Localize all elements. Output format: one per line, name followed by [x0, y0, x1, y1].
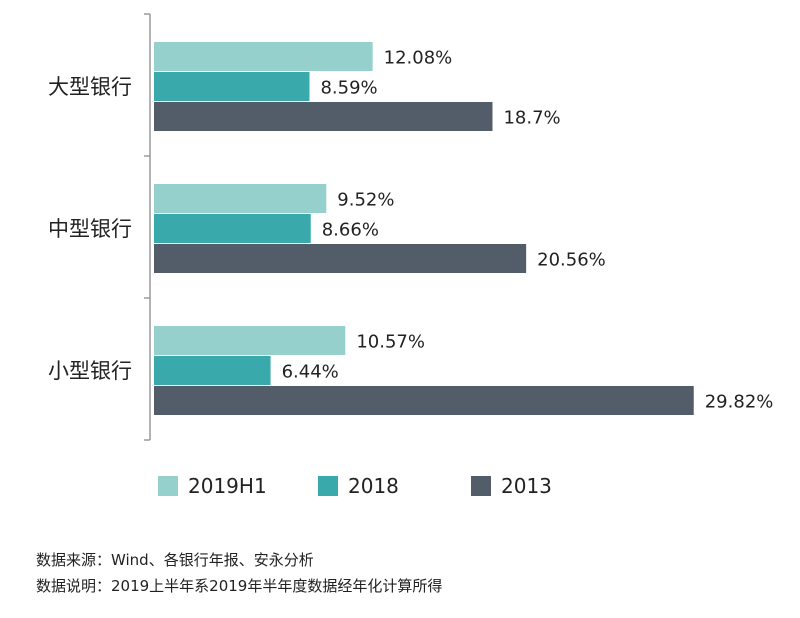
data-label: 18.7%	[503, 108, 560, 129]
bar	[154, 184, 327, 213]
bar	[154, 356, 271, 385]
category-axis	[144, 13, 151, 441]
legend-label: 2019H1	[188, 474, 267, 498]
bar	[154, 102, 493, 131]
data-label: 29.82%	[705, 392, 774, 413]
data-label: 12.08%	[384, 48, 453, 69]
data-label: 20.56%	[537, 250, 606, 271]
bar	[154, 72, 310, 101]
data-explanation-note: 数据说明：2019上半年系2019年半年度数据经年化计算所得	[36, 577, 443, 595]
data-label: 10.57%	[356, 332, 425, 353]
legend-swatch	[471, 476, 491, 496]
legend: 2019H1 2018 2013	[158, 474, 552, 498]
data-label: 8.59%	[320, 78, 377, 99]
bar	[154, 244, 527, 273]
data-label: 8.66%	[322, 220, 379, 241]
value-labels: 12.08% 8.59% 18.7% 9.52% 8.66% 20.56% 10.57% 6.…	[282, 48, 774, 413]
legend-swatch	[158, 476, 178, 496]
legend-label: 2018	[348, 474, 399, 498]
category-label: 小型银行	[48, 359, 132, 383]
category-label: 大型银行	[48, 75, 132, 99]
bar	[154, 326, 346, 355]
data-label: 6.44%	[282, 362, 339, 383]
bar	[154, 42, 373, 71]
chart-notes: 数据来源：Wind、各银行年报、安永分析 数据说明：2019上半年系2019年半…	[36, 547, 442, 599]
data-label: 9.52%	[337, 190, 394, 211]
category-label: 中型银行	[48, 217, 132, 241]
bar	[154, 386, 694, 415]
legend-swatch	[318, 476, 338, 496]
legend-label: 2013	[501, 474, 552, 498]
bar	[154, 214, 311, 243]
bars	[154, 42, 694, 415]
data-source-note: 数据来源：Wind、各银行年报、安永分析	[36, 551, 314, 569]
